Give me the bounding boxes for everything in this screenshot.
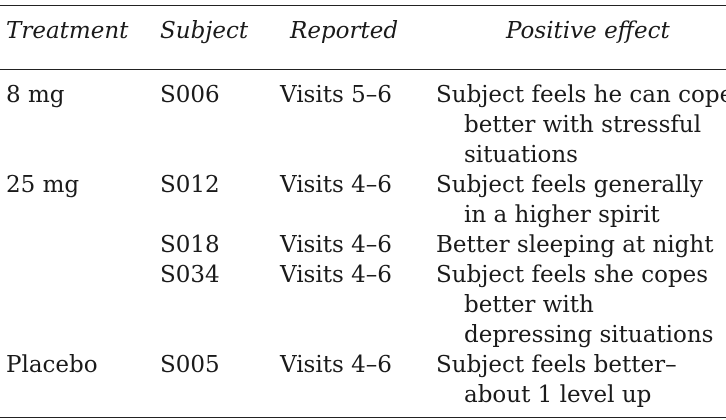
effect-line: Subject feels she copes: [436, 262, 709, 288]
cell-subject: S006: [160, 82, 220, 108]
effect-line: better with: [464, 292, 594, 318]
cell-positive-effect: Better sleeping at night: [436, 230, 726, 260]
cell-positive-effect: Subject feels better– about 1 level up: [436, 350, 726, 410]
effect-line: better with stressful: [464, 112, 702, 138]
cell-treatment: Placebo: [6, 352, 98, 378]
effect-line: Subject feels generally: [436, 172, 703, 198]
header-positive-effect: Positive effect: [506, 18, 670, 44]
effect-line: depressing situations: [464, 322, 714, 348]
effect-line: Subject feels better–: [436, 352, 677, 378]
cell-treatment: 25 mg: [6, 172, 80, 198]
cell-subject: S005: [160, 352, 220, 378]
cell-positive-effect: Subject feels he can cope better with st…: [436, 80, 726, 170]
header-rule: [0, 69, 726, 70]
effect-line: about 1 level up: [464, 382, 652, 408]
cell-subject: S018: [160, 232, 220, 258]
cell-positive-effect: Subject feels she copes better with depr…: [436, 260, 726, 350]
cell-reported: Visits 4–6: [280, 262, 392, 288]
effect-line: Better sleeping at night: [436, 232, 714, 258]
effect-line: in a higher spirit: [464, 202, 660, 228]
cell-positive-effect: Subject feels generally in a higher spir…: [436, 170, 726, 230]
header-reported: Reported: [290, 18, 399, 44]
cell-subject: S012: [160, 172, 220, 198]
cell-reported: Visits 4–6: [280, 352, 392, 378]
effect-line: situations: [464, 142, 578, 168]
cell-reported: Visits 5–6: [280, 82, 392, 108]
cell-subject: S034: [160, 262, 220, 288]
table-bottom-rule: [0, 417, 726, 418]
cell-reported: Visits 4–6: [280, 232, 392, 258]
header-treatment: Treatment: [6, 18, 129, 44]
table-top-rule: [0, 5, 726, 6]
cell-reported: Visits 4–6: [280, 172, 392, 198]
effect-line: Subject feels he can cope: [436, 82, 726, 108]
header-subject: Subject: [160, 18, 249, 44]
cell-treatment: 8 mg: [6, 82, 65, 108]
